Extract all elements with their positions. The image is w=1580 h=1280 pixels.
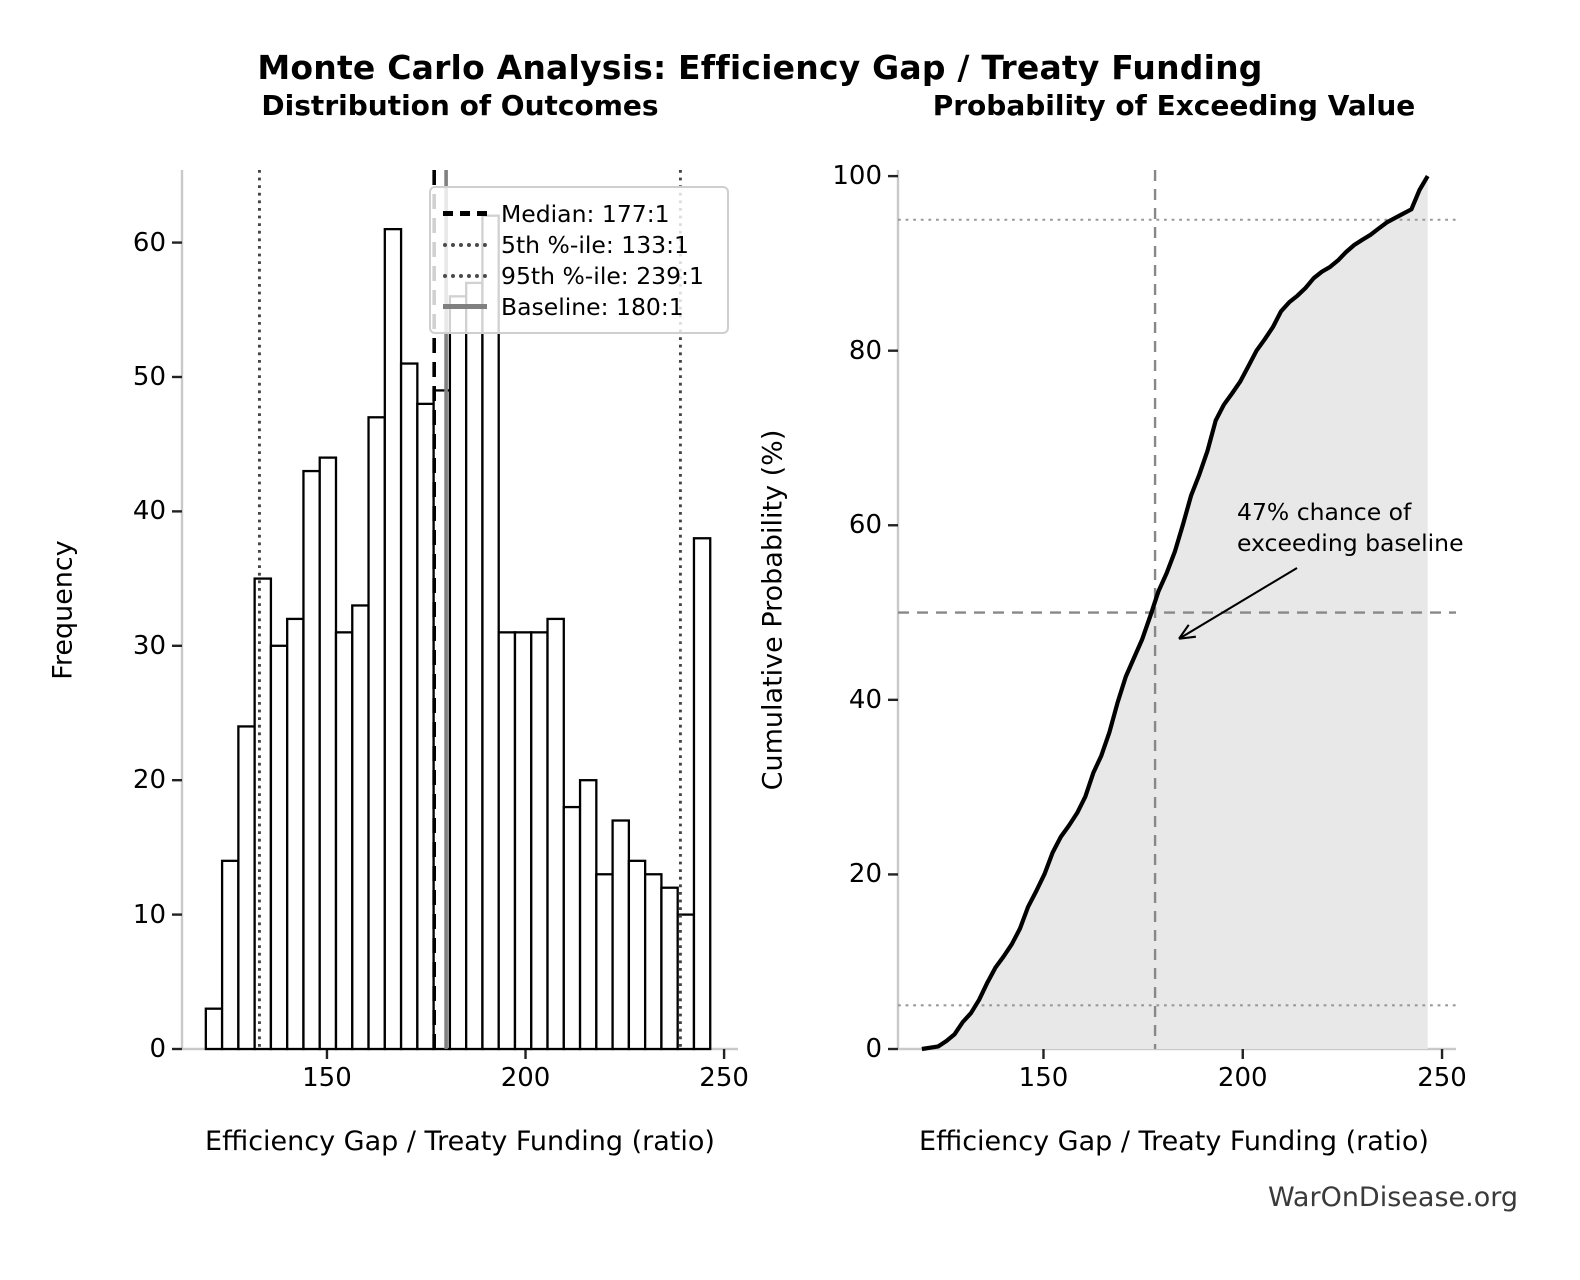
legend-label-p5: 5th %-ile: 133:1	[501, 230, 689, 259]
histogram-bar	[578, 779, 598, 1051]
cdf-x-tick-label: 150	[1018, 1063, 1069, 1093]
histogram-bar	[367, 416, 386, 1051]
histogram-y-tick-label: 60	[132, 227, 166, 258]
median-line-swatch	[443, 211, 487, 216]
histogram-bar	[399, 362, 419, 1051]
cdf-plot	[898, 170, 1456, 1052]
figure-title: Monte Carlo Analysis: Efficiency Gap / T…	[257, 48, 1263, 87]
histogram-bar	[627, 859, 647, 1051]
histogram-y-tick-label: 10	[132, 899, 166, 930]
histogram-bar	[220, 859, 240, 1051]
histogram-bar	[269, 644, 289, 1051]
histogram-bar	[481, 214, 500, 1051]
histogram-bar	[643, 873, 663, 1051]
legend-label-baseline: Baseline: 180:1	[501, 292, 684, 321]
histogram-bar	[497, 631, 517, 1051]
cdf-curve	[921, 175, 1430, 1052]
histogram-legend: Median: 177:1 5th %-ile: 133:1 95th %-il…	[429, 186, 729, 334]
histogram-bar	[513, 631, 533, 1051]
histogram-y-tick-label: 20	[132, 765, 166, 796]
annotation-arrow-shaft	[1178, 567, 1298, 640]
histogram-x-tick-label: 250	[699, 1063, 749, 1093]
histogram-y-tick-label: 40	[132, 496, 166, 527]
cdf-x-tick-label: 250	[1417, 1063, 1467, 1093]
watermark: WarOnDisease.org	[1267, 1182, 1518, 1213]
cdf-title: Probability of Exceeding Value	[932, 89, 1416, 122]
histogram-title: Distribution of Outcomes	[261, 89, 659, 122]
legend-label-p95: 95th %-ile: 239:1	[501, 261, 704, 290]
histogram-bar	[611, 819, 631, 1051]
histogram-bar	[351, 604, 370, 1051]
cdf-y-tick-label: 80	[848, 335, 882, 366]
cdf-y-tick-label: 100	[832, 161, 882, 192]
histogram-bar	[204, 1007, 224, 1051]
histogram-bar	[334, 631, 354, 1051]
cdf-y-tick-label: 60	[848, 510, 882, 541]
histogram-bar	[318, 456, 338, 1051]
legend-row-median: Median: 177:1	[443, 198, 713, 229]
annotation-arrow-head	[1178, 624, 1190, 640]
histogram-bar	[530, 631, 549, 1051]
histogram-bar	[692, 537, 712, 1051]
legend-row-p95: 95th %-ile: 239:1	[443, 260, 713, 291]
p5-line-swatch	[443, 242, 487, 247]
cdf-annotation-text: 47% chance of exceeding baseline	[1237, 498, 1464, 557]
cdf-x-tick-label: 200	[1217, 1063, 1268, 1093]
legend-row-baseline: Baseline: 180:1	[443, 291, 713, 322]
p95-line-swatch	[443, 273, 487, 278]
annotation-arrow-head	[1178, 635, 1196, 640]
histogram-bar	[448, 295, 468, 1051]
baseline-line-swatch	[443, 304, 487, 309]
histogram-bar	[546, 617, 565, 1051]
cdf-ylabel: Cumulative Probability (%)	[757, 429, 789, 791]
histogram-bar	[660, 886, 679, 1051]
histogram-bar	[465, 281, 484, 1051]
histogram-bar	[237, 725, 256, 1051]
cdf-y-tick-label: 40	[848, 684, 882, 715]
histogram-bar	[562, 805, 582, 1051]
histogram-bar	[286, 617, 305, 1051]
histogram-bar	[302, 469, 321, 1051]
histogram-xlabel: Efficiency Gap / Treaty Funding (ratio)	[205, 1126, 715, 1157]
histogram-plot	[204, 170, 712, 1051]
legend-label-median: Median: 177:1	[501, 199, 670, 228]
histogram-bar	[383, 227, 403, 1051]
histogram-bar	[416, 402, 435, 1051]
histogram-bar	[595, 873, 614, 1051]
histogram-ylabel: Frequency	[47, 540, 79, 680]
legend-row-p5: 5th %-ile: 133:1	[443, 229, 713, 260]
cdf-y-tick-label: 20	[848, 859, 882, 890]
histogram-y-tick-label: 50	[132, 361, 166, 392]
histogram-bar	[253, 577, 273, 1051]
cdf-xlabel: Efficiency Gap / Treaty Funding (ratio)	[919, 1126, 1429, 1157]
histogram-x-tick-label: 200	[500, 1063, 551, 1093]
histogram-x-tick-label: 150	[302, 1063, 352, 1093]
histogram-y-tick-label: 0	[149, 1034, 166, 1064]
cdf-y-tick-label: 0	[865, 1034, 882, 1064]
histogram-y-tick-label: 30	[132, 630, 166, 661]
